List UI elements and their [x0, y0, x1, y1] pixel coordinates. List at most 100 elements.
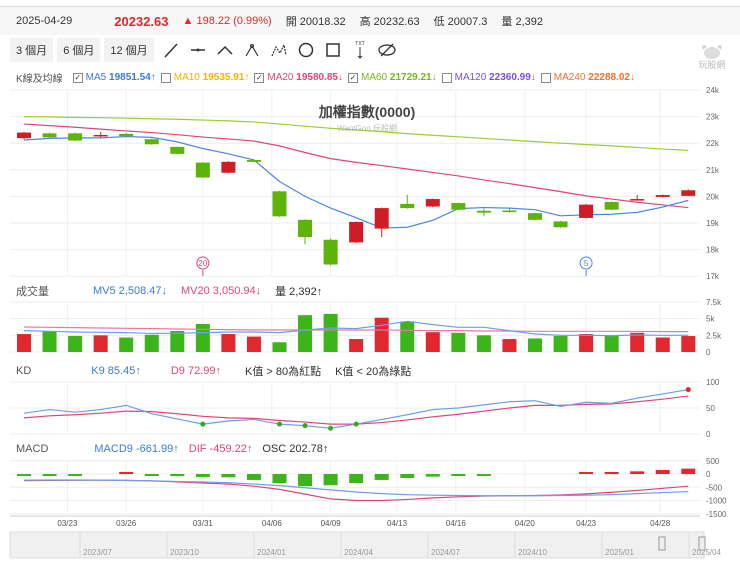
date-tick-label: 04/09 [321, 519, 342, 528]
osc-bar [349, 474, 364, 484]
checkbox[interactable]: ✓ [347, 72, 358, 83]
circle-icon[interactable] [293, 38, 320, 62]
osc-bar [298, 474, 313, 487]
volume-bar [323, 313, 338, 352]
candle [374, 208, 389, 229]
date-tick-label: 03/31 [193, 519, 214, 528]
angle-icon[interactable] [212, 38, 239, 62]
candle [17, 132, 31, 139]
y-tick-label: 7.5k [706, 298, 722, 307]
volume-bar [170, 330, 185, 352]
ma-value: 19580.85 [296, 72, 338, 83]
y-tick-label: -1000 [706, 497, 727, 506]
osc-bar [68, 474, 83, 476]
y-tick-label: 50 [706, 404, 715, 413]
osc-bar [579, 472, 594, 474]
candle [170, 146, 185, 154]
range-3m-button[interactable]: 3 個月 [10, 38, 54, 62]
checkbox[interactable]: ✓ [254, 72, 265, 83]
candle [579, 204, 594, 218]
date-tick-label: 04/20 [515, 519, 536, 528]
volume-bar [604, 335, 619, 352]
candle [195, 162, 210, 178]
range-12m-button[interactable]: 12 個月 [104, 38, 154, 62]
checkbox[interactable] [540, 72, 551, 83]
candle [246, 159, 261, 162]
y-tick-label: 0 [706, 430, 711, 439]
k-low-dot [302, 423, 308, 429]
date-tick-label: 03/23 [57, 519, 78, 528]
abcd-pattern-icon[interactable] [266, 38, 293, 62]
navigator-handle[interactable] [658, 536, 666, 551]
osc-bar [604, 472, 619, 474]
candle [272, 191, 287, 217]
ma-name: MA120 [454, 72, 487, 83]
volume-bar [655, 337, 670, 352]
checkbox[interactable]: ✓ [72, 72, 83, 83]
high-price: 高 20232.63 [359, 16, 420, 28]
ma5-line [23, 135, 689, 229]
ma-arrow: ↑ [150, 72, 156, 83]
candle [119, 133, 134, 137]
osc-bar [195, 474, 210, 477]
osc-bar [170, 474, 185, 477]
abc-pattern-icon[interactable] [239, 38, 266, 62]
osc-bar [630, 471, 645, 474]
legend-ma120[interactable]: MA120 22360.99 ↓ [441, 72, 536, 83]
min-marker-label: 20 [198, 259, 207, 268]
ma-arrow: ↑ [244, 72, 250, 83]
volume-value: 量 2,392 [501, 16, 543, 28]
kd-title: KD [16, 365, 32, 377]
line-tool-icon[interactable] [158, 38, 185, 62]
min-marker [196, 256, 210, 270]
checkbox[interactable] [441, 72, 452, 83]
candle [93, 134, 108, 137]
date-tick-label: 04/23 [576, 519, 597, 528]
osc-bar [246, 474, 261, 480]
ma-name: MA60 [360, 72, 388, 83]
navigator-handle[interactable] [698, 536, 706, 551]
checkbox[interactable] [160, 72, 171, 83]
osc-bar [400, 474, 415, 478]
ma20-line [23, 123, 689, 209]
rectangle-icon[interactable] [320, 38, 347, 62]
navigator-label: 2024/04 [344, 548, 373, 557]
volume-bar [272, 342, 287, 352]
ma-value: 22360.99 [489, 72, 531, 83]
ma-value: 22288.02 [588, 72, 630, 83]
legend-ma5[interactable]: ✓ MA5 19851.54 ↑ [72, 72, 156, 83]
candle [655, 195, 670, 197]
top-divider [0, 6, 740, 7]
mv20-value: MV20 3,050.94↓ [181, 285, 262, 297]
legend-ma10[interactable]: MA10 19535.91 ↑ [160, 72, 250, 83]
d-line [23, 395, 689, 425]
dif-line [23, 479, 689, 502]
volume-bar [42, 330, 57, 352]
volume-bar [17, 334, 31, 352]
k9-value: K9 85.45↑ [91, 365, 141, 377]
candle [553, 221, 568, 228]
quote-header: 2025-04-29 20232.63 ▲ 198.22 (0.99%) 開 2… [0, 7, 740, 35]
volume-bar [374, 317, 389, 352]
horizontal-line-icon[interactable] [185, 38, 212, 62]
legend-ma20[interactable]: ✓ MA20 19580.85 ↓ [254, 72, 343, 83]
legend-ma60[interactable]: ✓ MA60 21729.21 ↓ [347, 72, 437, 83]
osc-bar [221, 474, 236, 478]
volume-legend: 成交量 MV5 2,508.47↓ MV20 3,050.94↓ 量 2,392… [16, 283, 336, 299]
chart-title: 加權指數(0000) [318, 104, 415, 120]
legend-title: K線及均線 [16, 74, 63, 85]
legend-ma240[interactable]: MA240 22288.02 ↓ [540, 72, 635, 83]
hide-drawings-icon[interactable] [374, 38, 401, 62]
volume-bar [144, 334, 159, 352]
y-tick-label: -500 [706, 483, 723, 492]
text-icon[interactable]: TXT [347, 38, 374, 62]
navigator-label: 2024/07 [431, 548, 460, 557]
y-tick-label: 17k [706, 272, 720, 281]
osc-bar [119, 472, 134, 474]
range-6m-button[interactable]: 6 個月 [57, 38, 101, 62]
volume-bar [681, 336, 696, 352]
y-tick-label: 0 [706, 348, 711, 357]
mv5-value: MV5 2,508.47↓ [93, 285, 167, 297]
ma-legend: K線及均線 ✓ MA5 19851.54 ↑ MA10 19535.91 ↑ ✓ MA20 … [16, 70, 640, 85]
